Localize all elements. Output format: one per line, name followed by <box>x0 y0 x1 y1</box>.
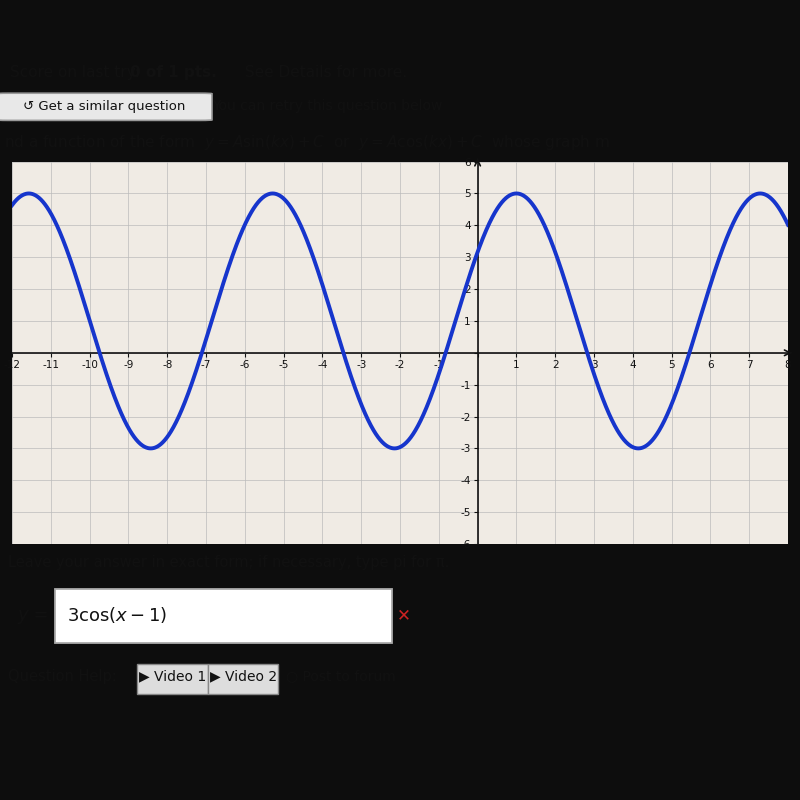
Text: You can retry this question below: You can retry this question below <box>212 99 442 113</box>
FancyBboxPatch shape <box>138 664 208 694</box>
Text: ○ Post to forum: ○ Post to forum <box>286 670 396 683</box>
Text: ▶ Video 1: ▶ Video 1 <box>139 670 206 683</box>
FancyBboxPatch shape <box>208 664 278 694</box>
Text: ▶ Video 2: ▶ Video 2 <box>210 670 277 683</box>
Text: Question Help:: Question Help: <box>8 669 117 684</box>
Text: 0 of 1 pts.: 0 of 1 pts. <box>130 66 217 80</box>
Text: $3\cos(x-1)$: $3\cos(x-1)$ <box>67 605 167 626</box>
Text: ↺ Get a similar question: ↺ Get a similar question <box>23 100 185 113</box>
Text: ✕: ✕ <box>397 606 411 624</box>
FancyBboxPatch shape <box>0 94 212 120</box>
Text: Leave your answer in exact form; if necessary, type pi for π.: Leave your answer in exact form; if nece… <box>8 555 450 570</box>
Text: See Details for more.: See Details for more. <box>240 66 407 80</box>
FancyBboxPatch shape <box>55 589 392 642</box>
Text: nd a function of the form  $y = A\sin(kx) + C$  or  $y = A\cos(kx) + C$  whose g: nd a function of the form $y = A\sin(kx)… <box>4 133 610 151</box>
Text: y =: y = <box>18 606 49 624</box>
Text: Score on last try:: Score on last try: <box>10 66 144 80</box>
